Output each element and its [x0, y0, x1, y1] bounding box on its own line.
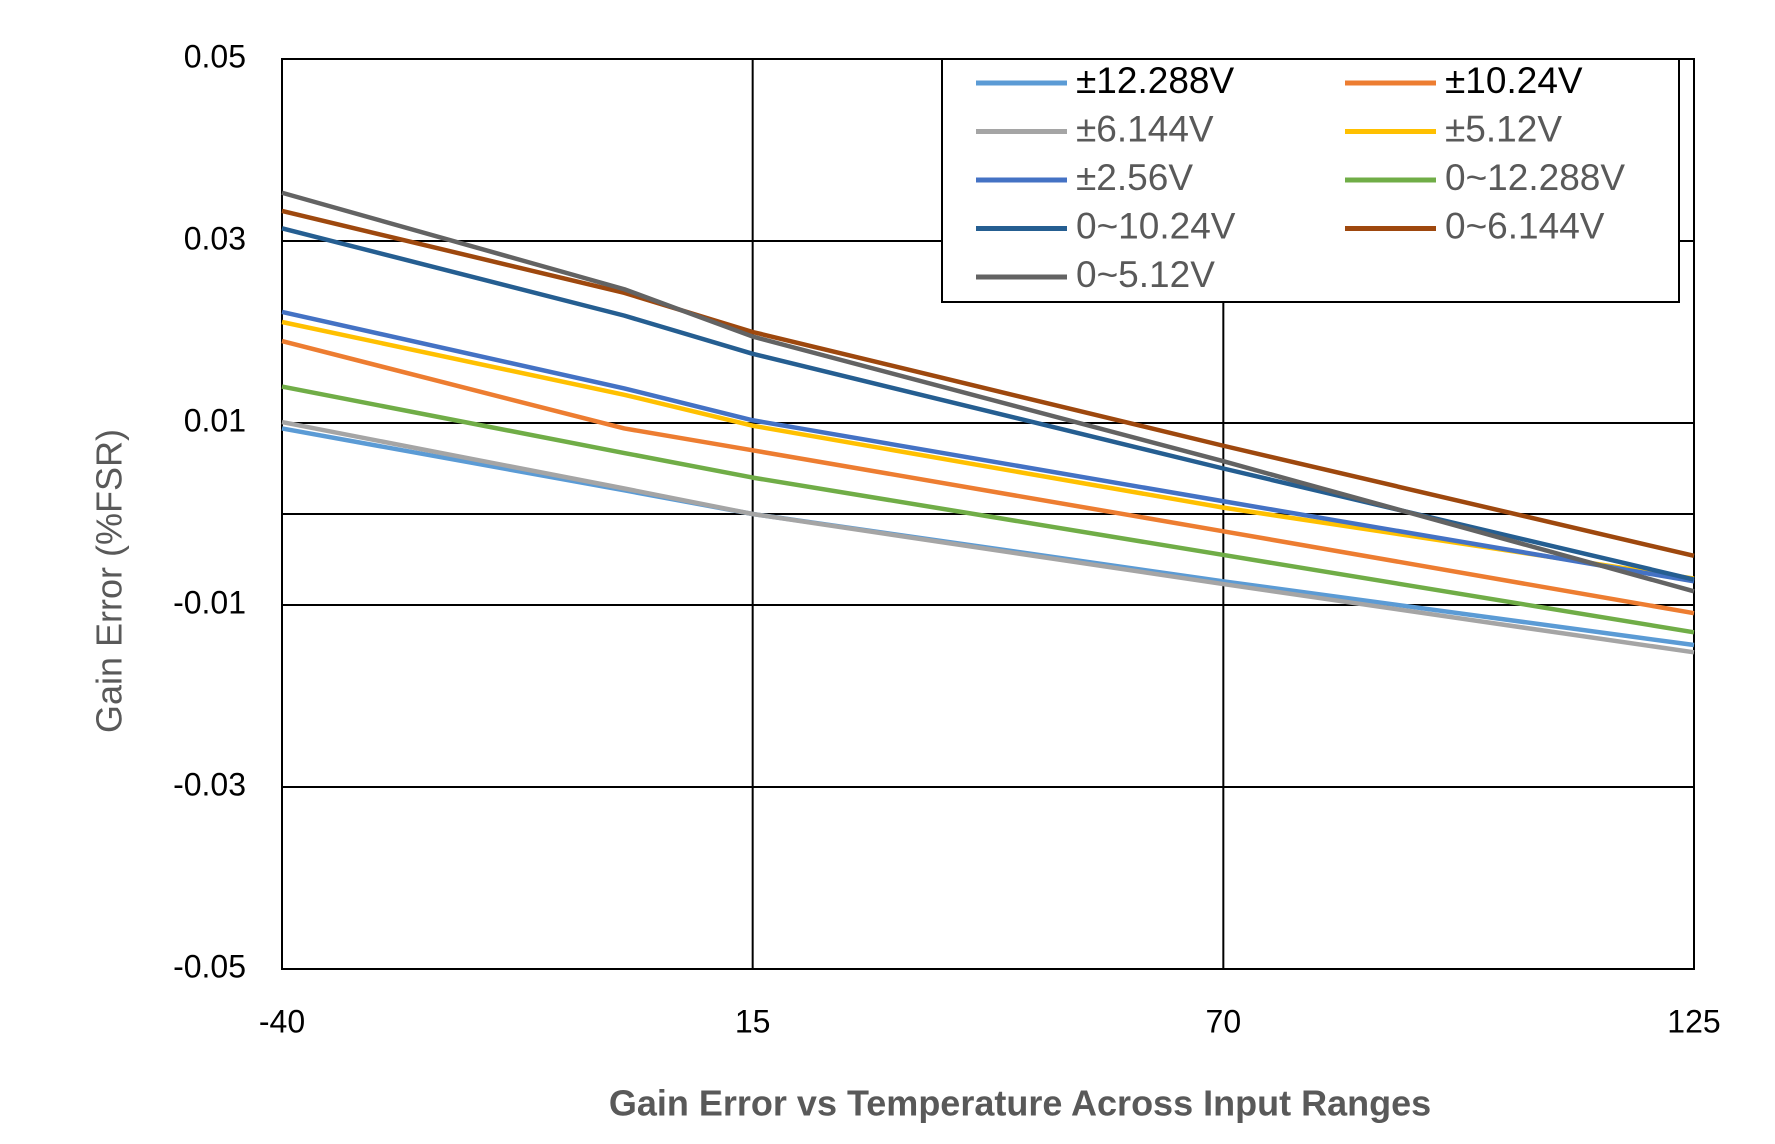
y-tick-label: 0.05: [184, 38, 246, 74]
legend-label: 0~10.24V: [1076, 205, 1236, 246]
y-tick-label: 0.03: [184, 220, 246, 256]
data-line: [281, 190, 1695, 594]
legend-label: 0~5.12V: [1076, 254, 1215, 295]
x-tick-label: 15: [735, 1003, 771, 1039]
y-tick-label: -0.05: [173, 948, 246, 984]
data-line: [281, 384, 1695, 635]
data-line: [281, 309, 1695, 584]
data-line: [281, 208, 1695, 559]
data-line: [281, 419, 1695, 655]
y-tick-label: -0.03: [173, 766, 246, 802]
legend-label: 0~6.144V: [1445, 205, 1605, 246]
x-tick-label: 125: [1667, 1003, 1720, 1039]
x-tick-label: 70: [1206, 1003, 1242, 1039]
y-tick-label: -0.01: [173, 584, 246, 620]
y-axis-label: Gain Error (%FSR): [89, 429, 130, 733]
legend-label: ±5.12V: [1445, 108, 1562, 149]
chart-title: Gain Error vs Temperature Across Input R…: [609, 1083, 1431, 1124]
legend-label: ±6.144V: [1076, 108, 1214, 149]
legend-label: ±10.24V: [1445, 60, 1583, 101]
data-line: [281, 319, 1695, 581]
x-tick-label: -40: [259, 1003, 305, 1039]
legend-label: ±2.56V: [1076, 157, 1193, 198]
y-tick-label: 0.01: [184, 402, 246, 438]
legend-label: 0~12.288V: [1445, 157, 1625, 198]
legend-label: ±12.288V: [1076, 60, 1234, 101]
data-line: [281, 338, 1695, 616]
